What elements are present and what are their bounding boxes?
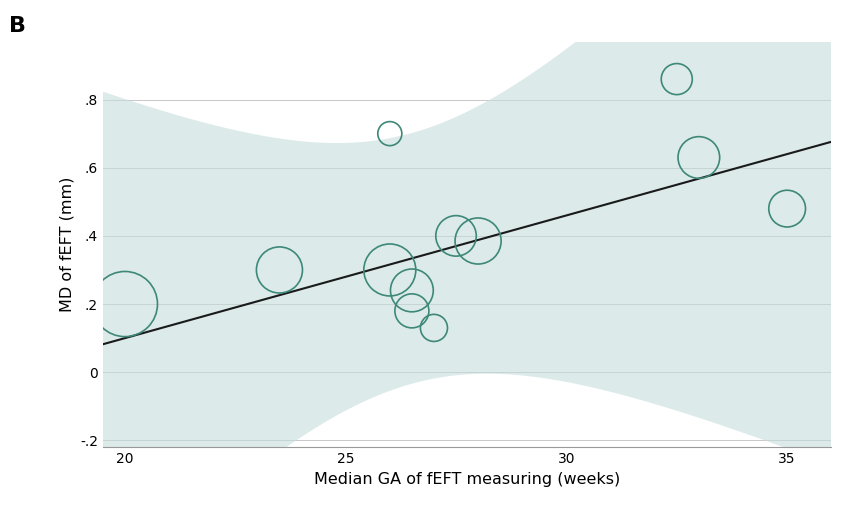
Y-axis label: MD of fEFT (mm): MD of fEFT (mm) (59, 177, 75, 312)
Text: B: B (9, 16, 26, 35)
Point (383, 266, 397, 274)
Point (405, 307, 419, 315)
Point (449, 232, 463, 240)
Point (405, 286, 419, 294)
Point (118, 300, 132, 308)
Point (692, 153, 705, 162)
Point (383, 129, 397, 138)
Point (471, 237, 485, 245)
Point (427, 324, 440, 332)
Point (273, 266, 286, 274)
Point (780, 204, 794, 213)
X-axis label: Median GA of fEFT measuring (weeks): Median GA of fEFT measuring (weeks) (314, 472, 620, 487)
Point (670, 75, 684, 83)
